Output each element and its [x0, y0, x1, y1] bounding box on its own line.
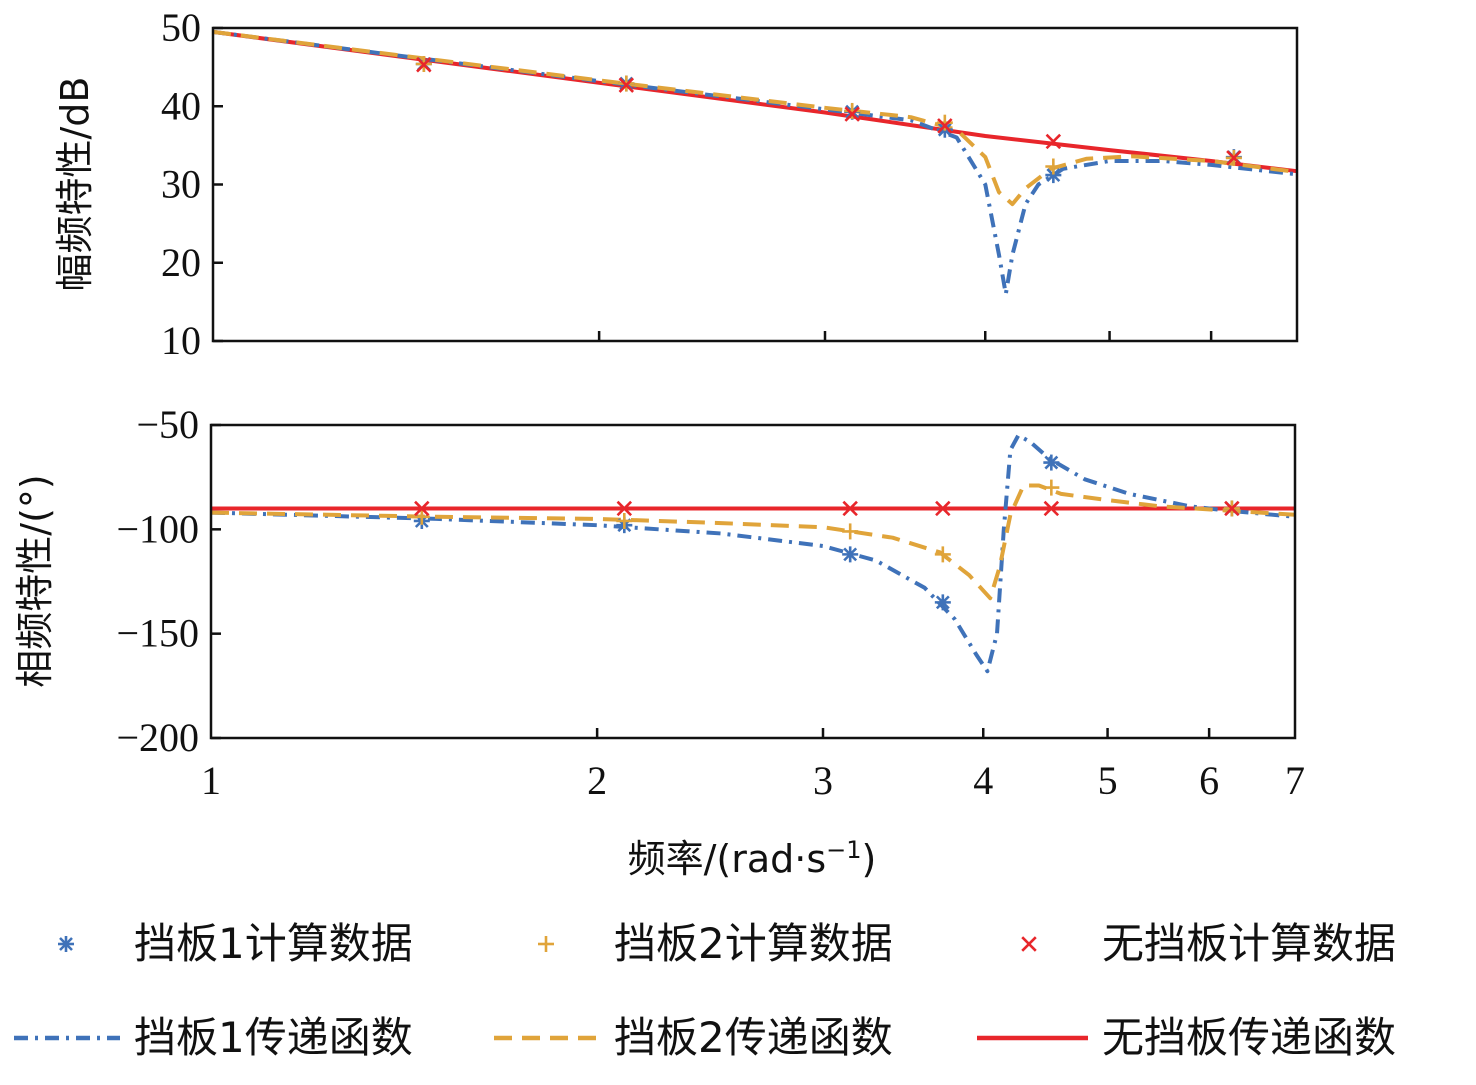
- x-tick-label: 2: [587, 758, 607, 803]
- x-axis-label-sup: −1: [826, 836, 861, 864]
- magnitude-series-2-line: [212, 29, 1298, 207]
- phase-series-4-point-0: [413, 508, 430, 525]
- phase-series-5-point-4: [1043, 500, 1060, 517]
- phase-ytick-label: −150: [116, 611, 199, 656]
- legend-marker-asterisk: [58, 936, 74, 952]
- phase-panel: −200 −150 −100 −50 1 2 3 4 5 6 7 相频特性/(°) 频率/(rad·…: [13, 402, 1305, 881]
- magnitude-series-0-line: [212, 29, 1298, 174]
- magnitude-ytick-label: 20: [161, 240, 201, 285]
- magnitude-y-axis-label: 幅频特性/dB: [53, 77, 97, 292]
- x-axis-label-main: 频率/(rad·s: [628, 837, 827, 881]
- magnitude-series-5-point-3: [937, 118, 953, 134]
- legend-item: 挡板1计算数据: [58, 919, 413, 968]
- phase-series-4-point-2: [842, 523, 859, 540]
- x-axis-label: 频率/(rad·s−1): [628, 836, 877, 881]
- legend-item: 挡板2传递函数: [494, 1013, 893, 1062]
- phase-series-5-point-2: [842, 500, 858, 517]
- x-axis-label-tail: ): [862, 837, 877, 881]
- phase-series-1-line: [210, 433, 1296, 674]
- magnitude-panel: 10 20 30 40 50 幅频特性/dB: [53, 5, 1299, 363]
- phase-series-5-point-5: [1224, 500, 1240, 517]
- legend-item: 挡板2计算数据: [538, 919, 893, 968]
- phase-series-5-point-3: [935, 500, 951, 517]
- magnitude-ytick-label: 40: [161, 83, 201, 128]
- magnitude-series-5-point-0: [416, 57, 432, 73]
- x-tick-label: 5: [1098, 758, 1118, 803]
- magnitude-ytick-label: 30: [161, 162, 201, 207]
- legend-item: 挡板1传递函数: [14, 1013, 413, 1062]
- magnitude-series-4-point-4: [1045, 158, 1062, 175]
- phase-series-group: [210, 433, 1296, 674]
- phase-series-3-point-3: [934, 594, 951, 611]
- phase-series-2-line: [210, 483, 1296, 601]
- phase-y-axis-label: 相频特性/(°): [13, 474, 57, 687]
- phase-ytick-label: −200: [116, 715, 199, 760]
- magnitude-ytick-label: 50: [161, 5, 201, 50]
- legend-item: 无挡板计算数据: [1021, 919, 1396, 968]
- phase-ytick-label: −100: [116, 506, 199, 551]
- phase-series-4-point-3: [934, 546, 951, 563]
- magnitude-series-5-point-5: [1226, 150, 1242, 166]
- phase-series-3-point-4: [1043, 454, 1060, 471]
- phase-series-5-point-1: [616, 500, 633, 517]
- phase-ticks: −200 −150 −100 −50 1 2 3 4 5 6 7: [116, 402, 1305, 803]
- legend-label: 挡板2传递函数: [614, 1013, 893, 1062]
- magnitude-series-4-point-3: [936, 114, 953, 131]
- legend-item: 无挡板传递函数: [977, 1013, 1396, 1062]
- magnitude-series-5-point-4: [1045, 133, 1062, 150]
- legend-label: 挡板1计算数据: [134, 919, 413, 968]
- phase-ytick-label: −50: [136, 402, 199, 447]
- x-tick-label: 1: [201, 758, 221, 803]
- x-tick-label: 3: [813, 758, 833, 803]
- phase-series-3-point-2: [842, 546, 859, 563]
- legend-marker-x: [1021, 936, 1037, 952]
- x-tick-label: 6: [1199, 758, 1219, 803]
- phase-series-5-point-0: [414, 500, 430, 517]
- legend-label: 无挡板计算数据: [1102, 919, 1396, 968]
- magnitude-series-1-line: [212, 29, 1298, 297]
- legend-label: 无挡板传递函数: [1102, 1013, 1396, 1062]
- magnitude-ytick-label: 10: [161, 318, 201, 363]
- magnitude-plot-frame: [211, 26, 1299, 343]
- legend-label: 挡板1传递函数: [134, 1013, 413, 1062]
- legend-marker-plus: [538, 936, 554, 952]
- magnitude-series-5-point-1: [618, 77, 635, 93]
- x-tick-label: 4: [973, 758, 993, 803]
- x-tick-label: 7: [1285, 758, 1305, 803]
- magnitude-series-group: [212, 29, 1298, 297]
- legend-label: 挡板2计算数据: [614, 919, 893, 968]
- phase-series-4-point-1: [616, 512, 633, 529]
- phase-series-4-point-4: [1043, 479, 1060, 496]
- magnitude-series-5-point-2: [844, 106, 860, 122]
- magnitude-series-4-point-2: [844, 102, 861, 119]
- phase-plot-frame: [209, 423, 1297, 740]
- magnitude-ticks: 10 20 30 40 50: [161, 5, 1213, 363]
